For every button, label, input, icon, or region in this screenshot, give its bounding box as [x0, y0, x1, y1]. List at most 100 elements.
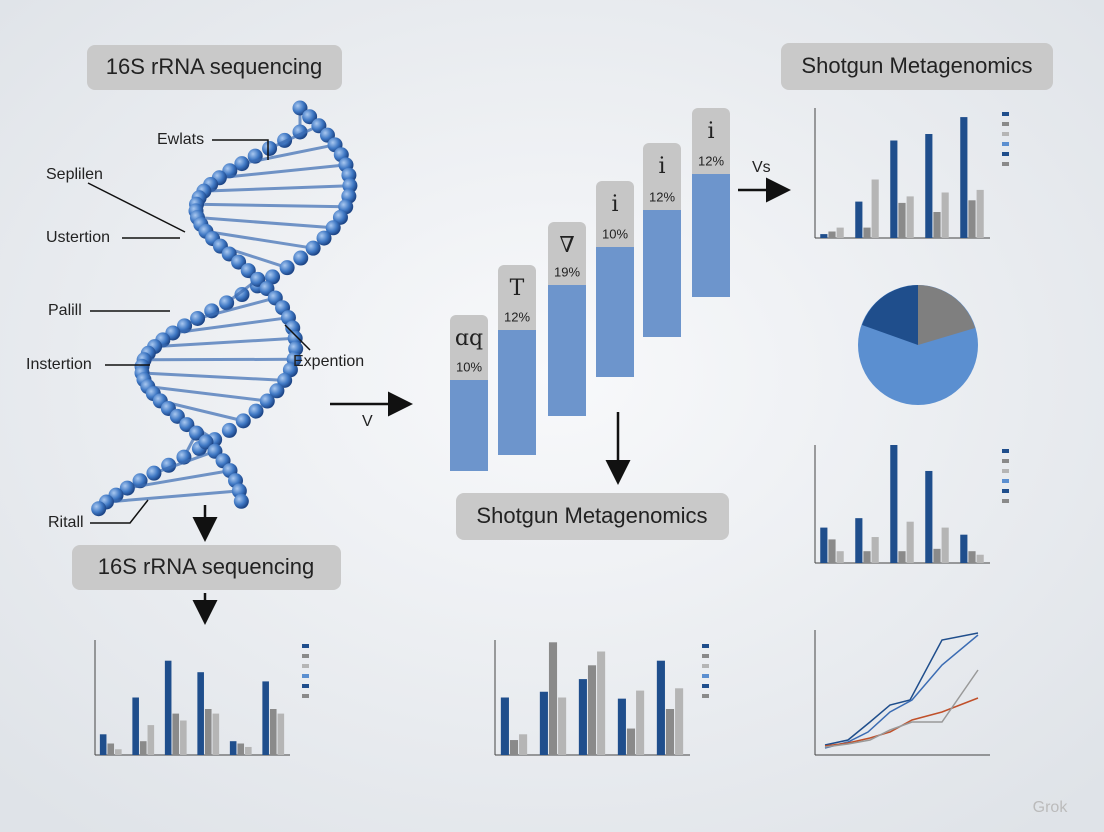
base-pair — [141, 371, 285, 382]
nucleotide — [235, 413, 251, 429]
mini-bar — [871, 179, 879, 238]
mini-bar — [107, 743, 115, 755]
mini-legend-key — [302, 674, 309, 678]
base-pair — [153, 449, 216, 475]
mini-legend-key — [1002, 459, 1009, 463]
nucleotide — [269, 383, 285, 399]
dna-label: Instertion — [26, 356, 92, 373]
mini-bar — [871, 537, 879, 563]
mini-legend-key — [1002, 122, 1009, 126]
nucleotide — [179, 417, 195, 433]
mini-legend-key — [302, 694, 309, 698]
step-symbol: i — [611, 192, 618, 217]
mini-bar — [863, 551, 871, 563]
header: Shotgun Metagenomics — [476, 503, 707, 528]
mini-bar — [99, 734, 107, 755]
base-pair — [106, 489, 240, 504]
step-label: 10% — [602, 226, 628, 241]
step-cap — [643, 143, 681, 216]
step-symbol: ∇ — [559, 233, 574, 258]
mini-bar — [925, 134, 933, 238]
nucleotide — [240, 263, 256, 279]
arrows — [192, 177, 791, 625]
mini-bar — [212, 713, 220, 755]
header: 16S rRNA sequencing — [98, 554, 314, 579]
mini-bar — [906, 521, 914, 563]
mini-bar — [172, 713, 180, 755]
mini-bar — [245, 746, 252, 755]
nucleotide — [279, 260, 295, 276]
mini-bar — [509, 740, 519, 755]
step-body — [643, 210, 681, 337]
nucleotide — [221, 422, 237, 438]
mini-legend-key — [302, 684, 309, 688]
mini-bar — [197, 672, 204, 755]
base-pair — [127, 469, 231, 490]
mini-legend-key — [702, 674, 709, 678]
mini-bar — [519, 734, 528, 755]
nucleotide — [146, 465, 162, 481]
mini-bar — [539, 691, 548, 755]
step-symbol: i — [707, 119, 714, 144]
mini-bar — [139, 741, 147, 755]
arrow-label: Vs — [752, 159, 771, 176]
base-pair — [172, 316, 289, 335]
nucleotide — [259, 393, 275, 409]
step-body — [692, 174, 730, 297]
watermark: Grok — [1033, 799, 1069, 816]
step-label: 12% — [698, 153, 724, 168]
pie-slice — [862, 285, 918, 345]
mini-bar — [960, 117, 968, 238]
mini-bar — [941, 527, 949, 563]
mini-bar — [180, 720, 187, 755]
mini-bar — [820, 527, 828, 563]
step-label: 12% — [504, 309, 530, 324]
nucleotide — [248, 403, 264, 419]
mini-bar — [976, 189, 984, 238]
base-pair — [241, 143, 336, 166]
mini-bar — [968, 551, 976, 563]
step-cap — [450, 315, 488, 386]
mini-bar — [277, 713, 285, 755]
mini-bar — [269, 709, 277, 755]
nucleotide — [231, 254, 247, 270]
step-symbol: ɑq — [455, 326, 483, 351]
mini-bar — [855, 201, 863, 238]
mini-bar — [976, 554, 984, 563]
base-pair — [144, 357, 295, 362]
dna-label: Expention — [293, 353, 364, 370]
mini-legend-key — [702, 664, 709, 668]
nucleotide — [325, 220, 341, 236]
step-symbol: i — [658, 154, 665, 179]
mini-legend-key — [1002, 162, 1009, 166]
mini-bar — [828, 539, 836, 563]
mini-bar — [906, 196, 914, 238]
mini-bar — [820, 234, 828, 238]
mini-bar — [587, 665, 597, 755]
base-pair — [154, 336, 296, 349]
dna-label: Ritall — [48, 514, 84, 531]
mini-legend-key — [1002, 112, 1009, 116]
mini-bar — [933, 212, 941, 238]
header-box — [87, 45, 342, 90]
nucleotide — [305, 240, 321, 256]
nucleotide — [198, 434, 214, 450]
nucleotide — [293, 250, 309, 266]
mini-bar — [204, 709, 212, 755]
mini-line — [824, 634, 979, 749]
header-box — [456, 493, 729, 540]
mini-legend-key — [1002, 489, 1009, 493]
step-label: 10% — [456, 359, 482, 374]
mini-legend-key — [1002, 479, 1009, 483]
dna-label: Palill — [48, 302, 82, 319]
mini-bar — [675, 688, 684, 755]
mini-bar — [836, 551, 844, 563]
mini-legend-key — [1002, 499, 1009, 503]
nucleotide — [292, 100, 308, 116]
mini-bar — [597, 651, 606, 755]
nucleotide — [332, 209, 348, 225]
mini-line — [824, 697, 979, 747]
mini-legend-key — [702, 654, 709, 658]
header-box — [781, 43, 1053, 90]
step-cap — [498, 265, 536, 336]
